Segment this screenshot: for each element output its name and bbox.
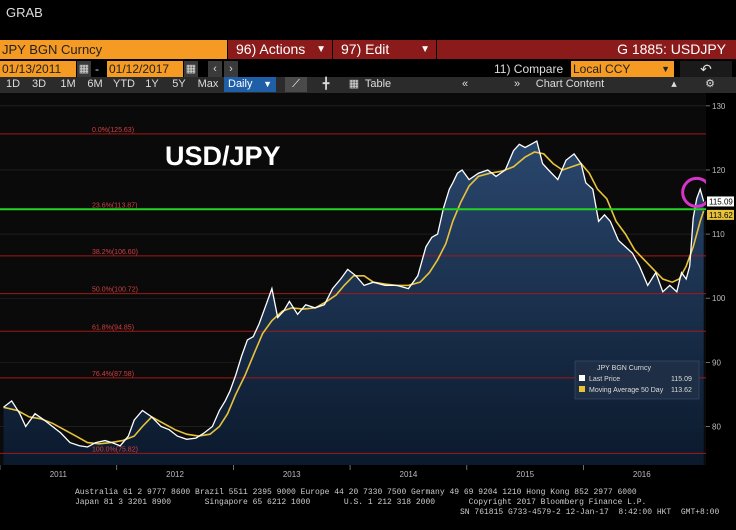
period-1y[interactable]: 1Y (145, 78, 159, 90)
y-tick-label-100: 100 (712, 294, 726, 303)
y-tick-label-130: 130 (712, 102, 726, 111)
y-axis: 80 90 100 110 120 130 (706, 93, 736, 465)
x-axis: 2011 2012 2013 2014 2015 2016 (0, 465, 736, 484)
y-tick-label-90: 90 (712, 358, 721, 367)
period-5y[interactable]: 5Y (172, 78, 186, 90)
caret-down-icon: ▼ (316, 44, 326, 55)
legend-item-last-price: Last Price (589, 376, 620, 383)
edit-menu-button[interactable]: 97) Edit ▼ (333, 40, 436, 59)
y-axis-background (706, 93, 736, 465)
double-left-icon[interactable]: « (461, 78, 469, 90)
legend-item-moving-average: Moving Average 50 Day (589, 387, 664, 394)
chart-title: USD/JPY (165, 141, 281, 171)
table-button[interactable]: Table (364, 78, 392, 90)
last-price-line (3, 140, 705, 448)
legend-swatch-last-price (579, 375, 585, 381)
undo-icon[interactable]: ↶ (680, 61, 732, 77)
start-date-input[interactable]: 01/13/2011 (0, 61, 76, 77)
compare-value: Local CCY (573, 62, 631, 76)
arrow-left-icon[interactable]: ‹ (208, 61, 222, 77)
fib-label-1: 23.6%(113.87) (92, 202, 137, 209)
moving-average-tag-label: 113.62 (709, 211, 733, 220)
arrow-right-icon[interactable]: › (224, 61, 238, 77)
frequency-select[interactable]: Daily ▼ (224, 77, 276, 92)
period-6m[interactable]: 6M (87, 78, 103, 90)
moving-average-tag: 113.62 (707, 209, 734, 220)
actions-label: 96) Actions (236, 41, 306, 57)
period-max[interactable]: Max (197, 78, 219, 90)
actions-menu-button[interactable]: 96) Actions ▼ (228, 40, 332, 59)
double-right-icon[interactable]: » (513, 78, 521, 90)
crosshair-icon[interactable]: ╋ (322, 78, 330, 90)
x-tick-label-2012: 2012 (166, 470, 184, 479)
period-3d[interactable]: 3D (31, 78, 47, 90)
security-field[interactable]: JPY BGN Curncy (0, 40, 227, 59)
last-price-tag: 115.09 (707, 196, 734, 207)
footer-contacts-line1: Australia 61 2 9777 8600 Brazil 5511 239… (75, 488, 637, 497)
legend-header: JPY BGN Curncy (597, 365, 651, 372)
table-icon[interactable]: ▦ (348, 78, 360, 90)
date-separator: - (95, 62, 99, 76)
y-tick-label-80: 80 (712, 423, 721, 432)
period-1m[interactable]: 1M (60, 78, 76, 90)
y-tick-label-110: 110 (712, 230, 725, 239)
footer: Australia 61 2 9777 8600 Brazil 5511 239… (0, 484, 736, 530)
moving-average-tag-box (707, 209, 734, 220)
fib-label-3: 50.0%(100.72) (92, 287, 138, 294)
compare-label: 11) Compare (494, 62, 564, 76)
legend: JPY BGN Curncy Last Price 115.09 Moving … (574, 360, 700, 400)
edit-label: 97) Edit (341, 41, 390, 57)
legend-swatch-moving-average (579, 386, 585, 392)
window-titlebar: GRAB (0, 0, 736, 26)
x-tick-label-2013: 2013 (283, 470, 301, 479)
legend-value-last-price: 115.09 (671, 376, 692, 383)
period-ytd[interactable]: YTD (113, 78, 135, 90)
x-tick-label-2015: 2015 (516, 470, 534, 479)
fib-label-5: 76.4%(87.58) (92, 371, 134, 378)
end-date-input[interactable]: 01/12/2017 (107, 61, 183, 77)
x-tick-label-2016: 2016 (633, 470, 651, 479)
line-chart-icon[interactable]: ⟋ (285, 77, 307, 92)
calendar-icon[interactable]: ▦ (184, 61, 198, 77)
footer-session-line: SN 761815 G733-4579-2 12-Jan-17 8:42:00 … (460, 508, 720, 517)
price-area-fill (3, 141, 704, 465)
frequency-value: Daily (228, 78, 253, 90)
period-1d[interactable]: 1D (5, 78, 21, 90)
legend-value-moving-average: 113.62 (671, 387, 692, 394)
legend-box (574, 360, 700, 400)
price-chart: 0.0%(125.63) 23.6%(113.87) 38.2%(106.60) 50… (0, 93, 736, 484)
calendar-icon[interactable]: ▦ (77, 61, 91, 77)
fib-label-6: 100.0%(75.82) (92, 446, 138, 453)
caret-down-icon: ▼ (661, 64, 670, 74)
x-tick-label-2014: 2014 (400, 470, 418, 479)
gear-icon[interactable]: ⚙ (705, 78, 715, 90)
caret-down-icon: ▼ (263, 79, 272, 89)
collapse-icon[interactable]: ▴ (671, 78, 677, 90)
last-price-tag-label: 115.09 (709, 197, 733, 206)
footer-contacts-line2: Japan 81 3 3201 8900 Singapore 65 6212 1… (75, 498, 647, 507)
y-tick-label-120: 120 (712, 166, 726, 175)
caret-down-icon: ▼ (420, 44, 430, 55)
window-title: GRAB (6, 5, 43, 20)
chart-toolbar (0, 77, 736, 93)
x-tick-label-2011: 2011 (50, 470, 68, 479)
x-axis-background (0, 465, 736, 484)
fib-label-4: 61.8%(94.85) (92, 324, 134, 331)
chart-content-button[interactable]: Chart Content (535, 78, 605, 90)
fib-label-2: 38.2%(106.60) (92, 249, 138, 256)
ticker-label: G 1885: USDJPY (437, 40, 736, 59)
compare-select[interactable]: Local CCY ▼ (571, 61, 674, 77)
last-price-tag-box (707, 196, 734, 207)
fib-label-0: 0.0%(125.63) (92, 127, 134, 134)
